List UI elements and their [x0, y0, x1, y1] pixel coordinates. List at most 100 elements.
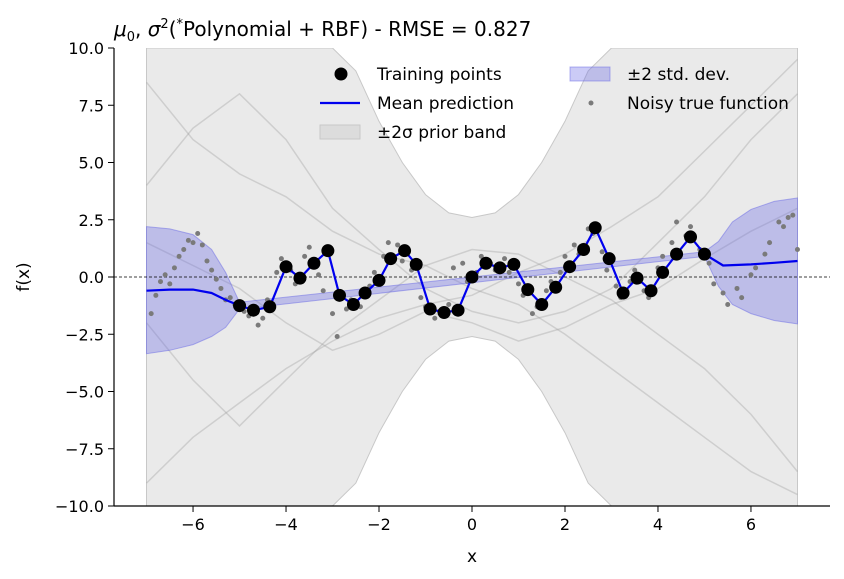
noisy-point-31 [320, 288, 326, 294]
title-mu-sub: 0 [127, 30, 135, 45]
training-point-21 [521, 283, 535, 297]
training-point-25 [577, 243, 591, 257]
training-point-24 [563, 260, 577, 274]
noisy-point-13 [209, 267, 215, 273]
training-point-12 [398, 244, 412, 258]
noisy-point-14 [213, 276, 219, 282]
noisy-point-88 [725, 301, 731, 307]
x-axis-label: x [467, 547, 477, 567]
noisy-point-5 [171, 265, 177, 271]
title-sep: , [135, 17, 148, 41]
std-band-layer [146, 197, 798, 355]
training-point-18 [479, 256, 493, 270]
x-tick-label-3: 0 [467, 515, 477, 534]
legend-label-1: ±2 std. dev. [627, 65, 730, 85]
chart-title: μ0, σ2(*Polynomial + RBF) - RMSE = 0.827 [113, 17, 531, 45]
training-point-1 [246, 303, 260, 317]
legend-label-2: Mean prediction [377, 94, 514, 114]
training-point-15 [437, 305, 451, 319]
prior-sample-line-3 [145, 248, 799, 473]
noisy-point-25 [278, 256, 284, 262]
noisy-point-64 [557, 269, 563, 275]
noisy-point-11 [199, 242, 205, 248]
prior-samples-layer [145, 58, 799, 496]
noisy-point-12 [204, 258, 210, 264]
noisy-point-58 [515, 281, 521, 287]
legend-label-4: ±2σ prior band [377, 123, 506, 143]
title-sigma: σ [148, 17, 162, 41]
noisy-point-94 [767, 240, 773, 246]
training-point-31 [656, 265, 670, 279]
noisy-point-9 [190, 240, 196, 246]
title-sigma-sup: 2 [160, 17, 168, 32]
noisy-point-24 [274, 269, 280, 275]
x-tick-label-4: 2 [560, 515, 570, 534]
noisy-point-86 [711, 281, 717, 287]
noisy-point-60 [529, 311, 535, 317]
prior-sample-line-0 [145, 81, 798, 496]
training-point-23 [549, 280, 563, 294]
noisy-point-90 [739, 295, 745, 301]
training-point-3 [279, 260, 293, 274]
training-point-26 [588, 221, 602, 235]
noisy-point-28 [302, 253, 308, 259]
training-point-19 [493, 261, 507, 275]
training-point-29 [630, 271, 644, 285]
noisy-point-40 [385, 240, 391, 246]
noisy-point-81 [674, 219, 680, 225]
legend-label-3: Noisy true function [627, 94, 789, 114]
noisy-point-65 [562, 253, 568, 259]
noisy-point-56 [502, 256, 508, 262]
training-point-4 [293, 271, 307, 285]
y-tick-label-4: 0.0 [79, 268, 104, 287]
x-tick-label-6: 6 [746, 515, 756, 534]
axes-layer: −6 −4 −2 0 2 4 6 −10.0 −7.5 −5.0 −2.5 0.0 2.5 5.0 7.5 1… [55, 39, 830, 534]
training-points-layer [233, 221, 711, 319]
title-open: ( [169, 17, 177, 41]
noisy-point-8 [185, 237, 191, 243]
noisy-point-72 [613, 283, 619, 289]
y-tick-label-5: 2.5 [79, 211, 104, 230]
legend-patch-std [569, 66, 611, 82]
y-tick-label-2: −5.0 [65, 383, 104, 402]
legend-marker-training [334, 67, 348, 81]
y-tick-label-0: −10.0 [55, 497, 104, 516]
training-point-8 [346, 297, 360, 311]
noisy-point-99 [794, 247, 800, 253]
noisy-point-57 [506, 269, 512, 275]
x-tick-label-2: −2 [367, 515, 391, 534]
noisy-point-41 [395, 242, 401, 248]
noisy-point-87 [720, 290, 726, 296]
training-point-30 [644, 284, 658, 298]
noisy-point-96 [781, 224, 787, 230]
noisy-point-22 [260, 315, 266, 321]
noisy-point-21 [255, 322, 261, 328]
noisy-point-85 [706, 260, 712, 266]
prior-sample-line-1 [145, 58, 799, 484]
noisy-point-70 [599, 249, 605, 255]
noisy-point-4 [167, 281, 173, 287]
noisy-point-71 [604, 267, 610, 273]
noisy-point-93 [762, 251, 768, 257]
training-point-34 [697, 247, 711, 261]
noisy-point-46 [432, 315, 438, 321]
noisy-point-1 [153, 292, 159, 298]
noisy-point-38 [371, 269, 377, 275]
noisy-point-91 [748, 272, 754, 278]
y-tick-label-8: 10.0 [68, 39, 104, 58]
noisy-point-98 [790, 212, 796, 218]
y-tick-label-6: 5.0 [79, 154, 104, 173]
noisy-point-42 [399, 258, 405, 264]
noisy-point-6 [176, 253, 182, 259]
y-axis-label: f(x) [14, 262, 34, 291]
title-rest: Polynomial + RBF) - RMSE = 0.827 [183, 17, 531, 41]
noisy-point-62 [543, 288, 549, 294]
noisy-point-50 [460, 260, 466, 266]
legend: Training points ±2 std. dev. Mean predicti… [319, 65, 789, 143]
training-point-17 [465, 270, 479, 284]
y-tick-label-7: 7.5 [79, 96, 104, 115]
y-tick-label-1: −7.5 [65, 440, 104, 459]
noisy-point-89 [734, 285, 740, 291]
noisy-point-30 [316, 272, 322, 278]
